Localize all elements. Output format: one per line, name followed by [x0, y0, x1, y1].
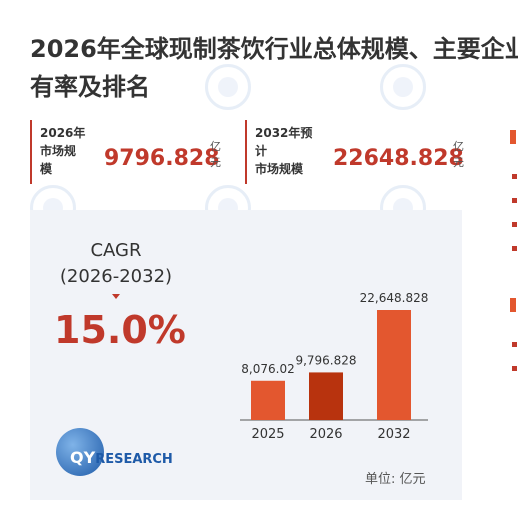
- section-marker: [510, 298, 516, 312]
- bullet-icon: [512, 174, 517, 179]
- stat-label: 2032年预 计 市场规模: [255, 124, 312, 178]
- logo-text: QYRESEARCH: [70, 448, 173, 467]
- cagr-value: 15.0%: [54, 308, 186, 352]
- stat-unit-line: 亿: [453, 140, 464, 153]
- right-column-partial: [510, 120, 518, 380]
- stat-label-line: 市场规模: [255, 162, 304, 176]
- chart-data-label: 22,648.828: [360, 291, 429, 305]
- stat-unit-line: 亿: [210, 140, 221, 153]
- stat-unit: 亿 元: [210, 139, 222, 171]
- stat-label-line: 市场规: [40, 144, 77, 158]
- cagr-label: CAGR: [90, 240, 142, 261]
- cagr-range: (2026-2032): [59, 266, 173, 287]
- qyresearch-logo: QYRESEARCH: [56, 428, 176, 480]
- globe-icon: [56, 428, 104, 476]
- page-title-line1: 2026年全球现制茶饮行业总体规模、主要企业: [30, 35, 518, 63]
- logo-text-prefix: QY: [70, 448, 96, 467]
- stat-card-2026: 2026年 市场规 模 9796.828 亿 元: [30, 120, 226, 184]
- chart-data-label: 9,796.828: [295, 353, 356, 367]
- stat-label-line: 模: [40, 162, 53, 176]
- market-size-bar-chart: 8,076.02 2025 9,796.828 2026 22,648.828 2032: [240, 291, 429, 442]
- chart-data-label: 8,076.02: [241, 362, 294, 376]
- stat-unit-line: 元: [210, 156, 221, 169]
- unit-label: 单位: 亿元: [365, 472, 426, 487]
- bullet-icon: [512, 342, 517, 347]
- chart-category-label: 2032: [377, 427, 410, 442]
- bullet-icon: [512, 198, 517, 203]
- chart-bar-2032: [377, 310, 411, 420]
- bullet-icon: [512, 246, 517, 251]
- chart-bar-2025: [251, 380, 285, 420]
- page-title-line2: 有率及排名: [30, 73, 150, 101]
- stat-label-line: 计: [255, 144, 268, 158]
- bullet-icon: [512, 366, 517, 371]
- stat-label-line: 2026年: [40, 126, 86, 140]
- chart-category-label: 2026: [309, 427, 342, 442]
- stat-value: 9796.828: [104, 146, 220, 171]
- stat-label-line: 2032年预: [255, 126, 313, 140]
- stat-card-2032: 2032年预 计 市场规模 22648.828 亿 元: [245, 120, 475, 184]
- chart-category-label: 2025: [251, 427, 284, 442]
- page-title: 2026年全球现制茶饮行业总体规模、主要企业 有率及排名: [30, 30, 518, 106]
- chart-bar-2026: [309, 372, 343, 420]
- stat-value: 22648.828: [333, 146, 464, 171]
- logo-text-suffix: RESEARCH: [95, 452, 173, 467]
- stat-unit-line: 元: [453, 156, 464, 169]
- cagr-arrow-icon: [112, 294, 120, 299]
- stat-label: 2026年 市场规 模: [40, 124, 85, 178]
- bullet-icon: [512, 222, 517, 227]
- stat-unit: 亿 元: [453, 139, 465, 171]
- section-marker: [510, 130, 516, 144]
